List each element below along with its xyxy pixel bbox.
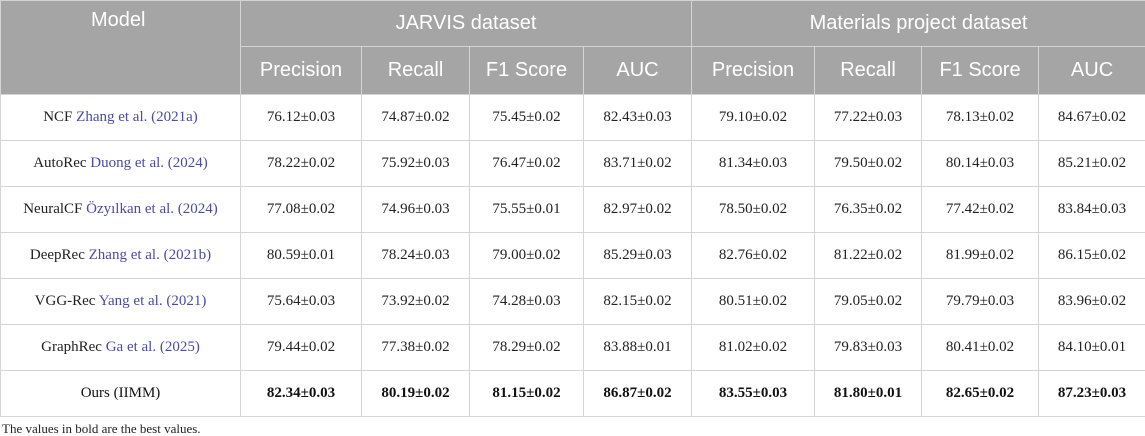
value-cell: 79.00±0.02: [470, 233, 584, 279]
model-name: Ours (IIMM): [81, 385, 161, 401]
table-row: GraphRec Ga et al. (2025) 79.44±0.02 77.…: [1, 325, 1145, 371]
model-column-header: Model: [1, 1, 241, 95]
value-cell: 84.10±0.01: [1039, 325, 1145, 371]
value-cell: 74.87±0.02: [362, 95, 470, 141]
value-cell: 76.47±0.02: [470, 141, 584, 187]
best-value-cell: 87.23±0.03: [1039, 371, 1145, 417]
value-cell: 80.59±0.01: [241, 233, 362, 279]
value-cell: 79.83±0.03: [815, 325, 922, 371]
table-row: NCF Zhang et al. (2021a) 76.12±0.03 74.8…: [1, 95, 1145, 141]
metric-header: F1 Score: [470, 47, 584, 95]
value-cell: 81.02±0.02: [692, 325, 815, 371]
value-cell: 82.43±0.03: [584, 95, 692, 141]
model-cell: GraphRec Ga et al. (2025): [1, 325, 241, 371]
group-header-materials-project: Materials project dataset: [692, 1, 1145, 47]
citation-link[interactable]: Yang et al. (2021): [99, 293, 207, 309]
value-cell: 83.96±0.02: [1039, 279, 1145, 325]
table-footnote: The values in bold are the best values.: [2, 422, 201, 435]
metric-header: Recall: [362, 47, 470, 95]
value-cell: 81.99±0.02: [922, 233, 1039, 279]
value-cell: 81.34±0.03: [692, 141, 815, 187]
model-name: GraphRec: [41, 339, 102, 355]
value-cell: 79.10±0.02: [692, 95, 815, 141]
table-row: VGG-Rec Yang et al. (2021) 75.64±0.03 73…: [1, 279, 1145, 325]
metric-header: F1 Score: [922, 47, 1039, 95]
value-cell: 84.67±0.02: [1039, 95, 1145, 141]
metric-header: AUC: [584, 47, 692, 95]
model-cell: AutoRec Duong et al. (2024): [1, 141, 241, 187]
best-value-cell: 86.87±0.02: [584, 371, 692, 417]
metric-header: AUC: [1039, 47, 1145, 95]
value-cell: 76.12±0.03: [241, 95, 362, 141]
value-cell: 78.29±0.02: [470, 325, 584, 371]
value-cell: 85.29±0.03: [584, 233, 692, 279]
citation-link[interactable]: Duong et al. (2024): [90, 155, 207, 171]
value-cell: 75.64±0.03: [241, 279, 362, 325]
value-cell: 74.28±0.03: [470, 279, 584, 325]
metric-header: Recall: [815, 47, 922, 95]
model-cell: VGG-Rec Yang et al. (2021): [1, 279, 241, 325]
value-cell: 75.92±0.03: [362, 141, 470, 187]
citation-link[interactable]: Zhang et al. (2021a): [76, 109, 198, 125]
value-cell: 75.55±0.01: [470, 187, 584, 233]
best-result-row: Ours (IIMM) 82.34±0.03 80.19±0.02 81.15±…: [1, 371, 1145, 417]
group-header-jarvis: JARVIS dataset: [241, 1, 692, 47]
value-cell: 76.35±0.02: [815, 187, 922, 233]
value-cell: 81.22±0.02: [815, 233, 922, 279]
value-cell: 80.51±0.02: [692, 279, 815, 325]
value-cell: 79.50±0.02: [815, 141, 922, 187]
value-cell: 86.15±0.02: [1039, 233, 1145, 279]
citation-link[interactable]: Ga et al. (2025): [106, 339, 200, 355]
best-value-cell: 82.65±0.02: [922, 371, 1039, 417]
value-cell: 83.88±0.01: [584, 325, 692, 371]
best-value-cell: 82.34±0.03: [241, 371, 362, 417]
best-value-cell: 81.15±0.02: [470, 371, 584, 417]
value-cell: 77.42±0.02: [922, 187, 1039, 233]
citation-link[interactable]: Özyılkan et al. (2024): [86, 201, 218, 217]
value-cell: 79.79±0.03: [922, 279, 1039, 325]
value-cell: 77.22±0.03: [815, 95, 922, 141]
value-cell: 83.71±0.02: [584, 141, 692, 187]
value-cell: 80.41±0.02: [922, 325, 1039, 371]
best-value-cell: 81.80±0.01: [815, 371, 922, 417]
model-cell: NeuralCF Özyılkan et al. (2024): [1, 187, 241, 233]
model-name: NeuralCF: [23, 201, 82, 217]
value-cell: 74.96±0.03: [362, 187, 470, 233]
value-cell: 78.13±0.02: [922, 95, 1039, 141]
value-cell: 85.21±0.02: [1039, 141, 1145, 187]
table-row: NeuralCF Özyılkan et al. (2024) 77.08±0.…: [1, 187, 1145, 233]
table-row: AutoRec Duong et al. (2024) 78.22±0.02 7…: [1, 141, 1145, 187]
value-cell: 82.97±0.02: [584, 187, 692, 233]
metric-header: Precision: [241, 47, 362, 95]
results-table: Model JARVIS dataset Materials project d…: [0, 0, 1145, 417]
model-name: NCF: [43, 109, 72, 125]
value-cell: 77.08±0.02: [241, 187, 362, 233]
value-cell: 82.76±0.02: [692, 233, 815, 279]
header-group-row: Model JARVIS dataset Materials project d…: [1, 1, 1145, 47]
value-cell: 79.05±0.02: [815, 279, 922, 325]
model-cell: Ours (IIMM): [1, 371, 241, 417]
value-cell: 79.44±0.02: [241, 325, 362, 371]
metric-header: Precision: [692, 47, 815, 95]
model-name: DeepRec: [30, 247, 85, 263]
model-cell: DeepRec Zhang et al. (2021b): [1, 233, 241, 279]
value-cell: 75.45±0.02: [470, 95, 584, 141]
value-cell: 78.50±0.02: [692, 187, 815, 233]
value-cell: 78.24±0.03: [362, 233, 470, 279]
value-cell: 77.38±0.02: [362, 325, 470, 371]
table-row: DeepRec Zhang et al. (2021b) 80.59±0.01 …: [1, 233, 1145, 279]
value-cell: 83.84±0.03: [1039, 187, 1145, 233]
model-name: AutoRec: [33, 155, 86, 171]
value-cell: 82.15±0.02: [584, 279, 692, 325]
model-cell: NCF Zhang et al. (2021a): [1, 95, 241, 141]
value-cell: 73.92±0.02: [362, 279, 470, 325]
best-value-cell: 80.19±0.02: [362, 371, 470, 417]
value-cell: 80.14±0.03: [922, 141, 1039, 187]
value-cell: 78.22±0.02: [241, 141, 362, 187]
best-value-cell: 83.55±0.03: [692, 371, 815, 417]
citation-link[interactable]: Zhang et al. (2021b): [89, 247, 211, 263]
model-name: VGG-Rec: [35, 293, 96, 309]
